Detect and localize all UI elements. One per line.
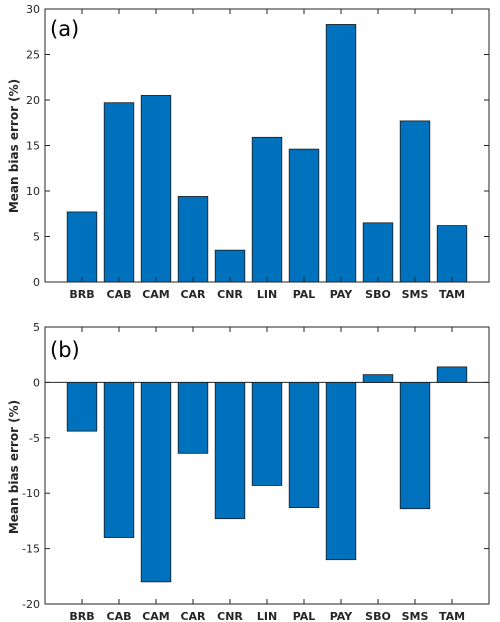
panel-a-x-tick-label-lin: LIN xyxy=(257,288,277,301)
panel-b-x-tick-label-cab: CAB xyxy=(107,610,132,622)
panel-a-bar-cab xyxy=(103,102,135,283)
panel-a-x-tick-label-cab: CAB xyxy=(107,288,132,301)
panel-a-bar-cam xyxy=(140,95,172,283)
panel-a-bar-pay xyxy=(325,24,357,283)
panel-b-bar-pay xyxy=(325,381,357,561)
panel-a-bar-cnr xyxy=(214,249,246,283)
panel-a-bar-car xyxy=(177,196,209,283)
panel-a-y-tick-label: 0 xyxy=(33,276,40,289)
panel-a-bar-sms xyxy=(399,120,431,283)
panel-a-label: (a) xyxy=(50,17,79,41)
panel-b-y-tick-label: -15 xyxy=(22,543,40,556)
panel-b-y-tick-label: -20 xyxy=(22,598,40,611)
panel-a-x-tick-label-sms: SMS xyxy=(402,288,429,301)
panel-b-y-tick-label: 0 xyxy=(33,376,40,389)
panel-b-y-tick-label: -10 xyxy=(22,487,40,500)
panel-a-y-tick-label: 5 xyxy=(33,231,40,244)
panel-a-x-tick-label-pay: PAY xyxy=(330,288,354,301)
panel-a-bar-pal xyxy=(288,148,320,283)
panel-a-x-tick-label-sbo: SBO xyxy=(365,288,391,301)
panel-b-x-tick-label-cnr: CNR xyxy=(217,610,243,622)
panel-a-y-tick-label: 15 xyxy=(26,140,40,153)
panel-b-bar-sms xyxy=(399,381,431,510)
panel-b-x-tick-label-tam: TAM xyxy=(439,610,465,622)
panel-b-x-tick-label-pal: PAL xyxy=(293,610,316,622)
panel-a-x-tick-label-cnr: CNR xyxy=(217,288,243,301)
panel-b-x-tick-label-pay: PAY xyxy=(330,610,354,622)
panel-b-x-tick-label-car: CAR xyxy=(180,610,206,622)
panel-a-y-tick-label: 20 xyxy=(26,94,40,107)
panel-b-bar-cab xyxy=(103,381,135,538)
panel-a-y-tick-label: 25 xyxy=(26,49,40,62)
panel-b-bar-sbo xyxy=(362,374,394,383)
panel-a-chart: (a) Mean bias error (%) 0 5 10 15 20 25 30 BRB C… xyxy=(7,3,490,301)
panel-b-bar-lin xyxy=(251,381,283,486)
panel-a-y-axis-label: Mean bias error (%) xyxy=(7,79,21,213)
panel-b-bar-brb xyxy=(66,381,98,432)
panel-a-x-tick-label-cam: CAM xyxy=(142,288,170,301)
panel-b-bar-cam xyxy=(140,381,172,583)
panel-b-bar-tam xyxy=(436,366,468,383)
panel-b-y-tick-label: -5 xyxy=(29,432,40,445)
panel-b-bar-pal xyxy=(288,381,320,509)
panel-b-x-tick-label-sms: SMS xyxy=(402,610,429,622)
panel-b-bar-cnr xyxy=(214,381,246,520)
panel-a-bar-sbo xyxy=(362,222,394,283)
panel-b-y-tick-label: 5 xyxy=(33,321,40,334)
panel-b-label: (b) xyxy=(50,338,80,362)
panel-b-x-tick-label-brb: BRB xyxy=(69,610,94,622)
panel-a-bar-lin xyxy=(251,136,283,283)
panel-b-x-tick-label-sbo: SBO xyxy=(365,610,391,622)
panel-b-chart: (b) Mean bias error (%) -20 -15 -10 -5 0 5 BRB… xyxy=(7,321,490,622)
panel-b-y-axis-label: Mean bias error (%) xyxy=(7,400,21,534)
panel-a-x-tick-label-pal: PAL xyxy=(293,288,316,301)
panel-b-bar-car xyxy=(177,381,209,454)
panel-b-x-tick-label-cam: CAM xyxy=(142,610,170,622)
panel-a-x-tick-label-brb: BRB xyxy=(69,288,94,301)
panel-b-x-tick-label-lin: LIN xyxy=(257,610,277,622)
panel-a-bar-brb xyxy=(66,211,98,283)
panel-a-x-tick-label-car: CAR xyxy=(180,288,206,301)
panel-a-y-tick-label: 30 xyxy=(26,3,40,16)
panel-a-x-tick-label-tam: TAM xyxy=(439,288,465,301)
panel-a-bar-tam xyxy=(436,225,468,283)
panel-a-y-tick-label: 10 xyxy=(26,185,40,198)
